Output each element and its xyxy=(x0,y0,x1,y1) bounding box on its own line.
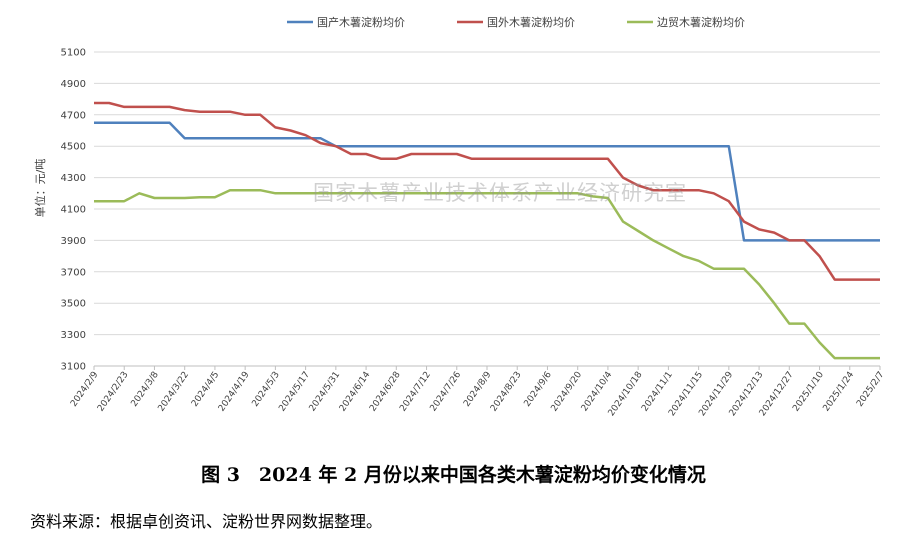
x-tick-label: 2024/4/19 xyxy=(217,370,252,414)
x-tick-label: 2025/2/7 xyxy=(855,370,886,409)
x-tick-label: 2024/6/28 xyxy=(368,370,403,414)
line-chart: 3100 3300 3500 3700 3900 4100 4300 4500 4700 4900… xyxy=(33,15,886,418)
x-tick-label: 2024/7/26 xyxy=(429,370,464,414)
y-tick-label-4300: 4300 xyxy=(61,173,86,184)
x-tick-label: 2024/3/8 xyxy=(130,370,162,409)
legend-label-2: 国外木薯淀粉均价 xyxy=(487,15,575,29)
x-tick-label: 2024/2/9 xyxy=(69,370,101,409)
x-tick-label: 2024/5/31 xyxy=(308,370,343,414)
series-line-3 xyxy=(94,188,880,360)
series-line-1 xyxy=(94,121,880,242)
x-tick-label: 2024/2/23 xyxy=(96,370,131,414)
x-tick-label: 2024/7/12 xyxy=(398,370,433,414)
y-tick-label-3500: 3500 xyxy=(61,299,86,310)
x-tick-label: 2024/5/3 xyxy=(250,370,281,409)
x-tick-label: 2024/4/5 xyxy=(190,370,221,409)
x-tick-label: 2024/6/14 xyxy=(338,370,373,414)
x-tick-label: 2024/5/17 xyxy=(277,370,312,414)
x-tick-label: 2025/1/24 xyxy=(822,370,857,414)
legend-label-1: 国产木薯淀粉均价 xyxy=(317,15,405,29)
y-axis-title: 单位：元/吨 xyxy=(33,159,47,218)
x-tick-label: 2024/8/9 xyxy=(462,370,494,409)
legend-label-3: 边贸木薯淀粉均价 xyxy=(657,15,745,29)
y-tick-label-4100: 4100 xyxy=(61,205,86,216)
x-tick-label: 2024/11/1 xyxy=(640,370,675,414)
y-tick-label-4900: 4900 xyxy=(61,79,86,90)
watermark-text: 国家木薯产业技术体系产业经济研究室 xyxy=(313,181,687,205)
x-tick-label: 2024/9/20 xyxy=(549,370,584,414)
x-tick-label: 2024/9/6 xyxy=(523,370,555,409)
y-tick-label-4500: 4500 xyxy=(61,142,86,153)
series-line-2 xyxy=(94,101,880,281)
y-tick-label-4700: 4700 xyxy=(61,110,86,121)
figure-caption: 图 3 2024 年 2 月份以来中国各类木薯淀粉均价变化情况 xyxy=(201,464,706,486)
x-tick-label: 2025/1/10 xyxy=(791,370,826,414)
x-tick-label: 2024/3/22 xyxy=(156,370,191,414)
x-tick-label: 2024/10/4 xyxy=(580,370,615,414)
y-tick-label-3900: 3900 xyxy=(61,236,86,247)
y-tick-label-3300: 3300 xyxy=(61,330,86,341)
y-tick-label-3100: 3100 xyxy=(61,362,86,373)
data-source-note: 资料来源：根据卓创资讯、淀粉世界网数据整理。 xyxy=(30,512,383,531)
x-tick-label: 2024/8/23 xyxy=(489,370,524,414)
y-tick-label-5100: 5100 xyxy=(61,48,86,59)
y-tick-label-3700: 3700 xyxy=(61,267,86,278)
